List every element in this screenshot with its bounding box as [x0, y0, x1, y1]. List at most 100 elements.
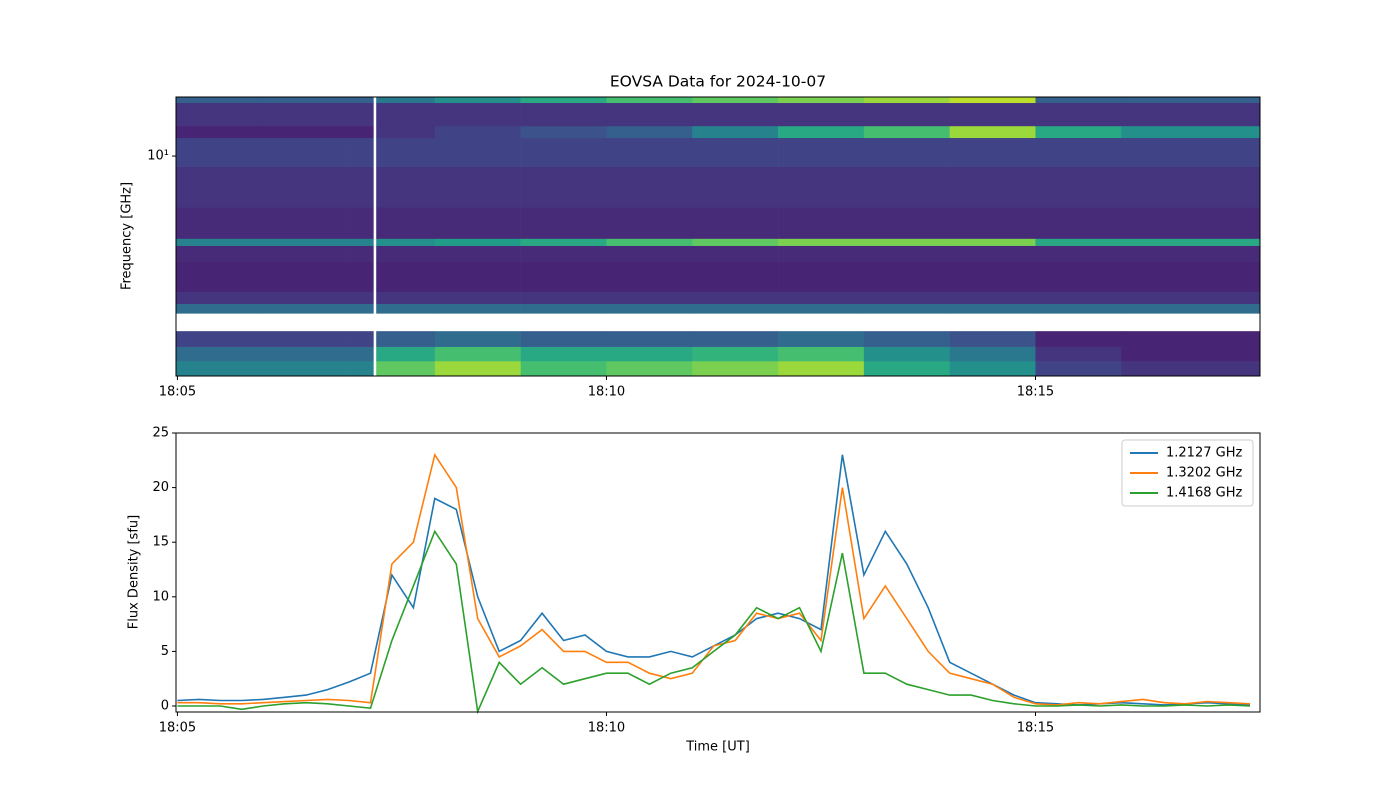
heatmap-cell	[434, 361, 521, 377]
heatmap-cell	[520, 207, 607, 239]
heatmap-cell	[778, 291, 865, 305]
heatmap-cell	[376, 331, 436, 347]
heatmap-cell	[692, 137, 779, 167]
heatmap-cell	[1035, 261, 1122, 292]
heatmap-cell	[949, 346, 1036, 362]
heatmap-cell	[778, 361, 865, 377]
heatmap-cell	[692, 102, 779, 127]
heatmap-cell	[520, 291, 607, 305]
heatmap-cell	[778, 245, 865, 262]
heatmap-cell	[376, 125, 436, 139]
heatmap-cell	[176, 261, 264, 292]
heatmap-cell	[1121, 361, 1261, 377]
data-line	[177, 452, 1251, 706]
x-axis-label: Time [UT]	[685, 740, 750, 755]
legend-box	[1121, 439, 1254, 507]
heatmap-cell	[863, 291, 950, 305]
heatmap-cell	[434, 102, 521, 127]
heatmap-cell	[606, 261, 693, 292]
heatmap-cell	[778, 102, 865, 127]
heatmap-cell	[778, 166, 865, 208]
heatmap-cell	[692, 291, 779, 305]
heatmap-cell	[434, 207, 521, 239]
legend-label: 1.4168 GHz	[1166, 486, 1242, 501]
x-tick-label: 18:05	[159, 721, 196, 736]
heatmap-cell	[176, 245, 264, 262]
heatmap-cell	[863, 207, 950, 239]
legend-label: 1.3202 GHz	[1166, 466, 1242, 481]
heatmap-cell	[1121, 303, 1261, 314]
heatmap-cell	[520, 331, 607, 347]
heatmap-cell	[176, 291, 264, 305]
heatmap-cell	[434, 137, 521, 167]
heatmap-cell	[778, 238, 865, 246]
heatmap-cell	[263, 137, 350, 167]
heatmap-cell	[1035, 291, 1122, 305]
heatmap-cell	[376, 137, 436, 167]
heatmap-cell	[434, 245, 521, 262]
heatmap-cell	[434, 261, 521, 292]
heatmap-cell	[434, 97, 521, 104]
heatmap-cell	[349, 166, 374, 208]
heatmap-cell	[376, 238, 436, 246]
x-tick-label: 18:05	[159, 385, 196, 400]
y-tick-label: 20	[152, 480, 169, 495]
heatmap-cell	[863, 303, 950, 314]
heatmap-cell	[176, 238, 264, 246]
heatmap-cell	[520, 346, 607, 362]
heatmap-cell	[606, 303, 693, 314]
heatmap-cell	[863, 166, 950, 208]
heatmap-cell	[520, 245, 607, 262]
heatmap-cell	[949, 102, 1036, 127]
heatmap-cell	[349, 102, 374, 127]
heatmap-cell	[434, 125, 521, 139]
heatmap-cell	[1035, 137, 1122, 167]
x-tick-label: 18:15	[1017, 721, 1054, 736]
heatmap-cell	[949, 97, 1036, 104]
heatmap-cell	[778, 125, 865, 139]
heatmap-cell	[376, 166, 436, 208]
heatmap-cell	[949, 166, 1036, 208]
heatmap-cell	[863, 261, 950, 292]
heatmap-cell	[863, 245, 950, 262]
heatmap-cell	[863, 361, 950, 377]
heatmap-cell	[606, 331, 693, 347]
heatmap-cell	[176, 207, 264, 239]
heatmap-cell	[692, 261, 779, 292]
heatmap-cell	[349, 291, 374, 305]
heatmap-cell	[778, 346, 865, 362]
x-tick-label: 18:15	[1017, 385, 1054, 400]
heatmap-cell	[434, 291, 521, 305]
heatmap-cell	[176, 361, 264, 377]
heatmap-cell	[1035, 102, 1122, 127]
heatmap-cell	[434, 238, 521, 246]
x-tick-label: 18:10	[588, 385, 625, 400]
heatmap-cell	[1035, 207, 1122, 239]
heatmap-cell	[1035, 97, 1122, 104]
heatmap-cell	[520, 261, 607, 292]
heatmap-cell	[1121, 261, 1261, 292]
heatmap-cell	[176, 97, 264, 104]
heatmap-cell	[778, 331, 865, 347]
heatmap-cell	[1121, 346, 1261, 362]
heatmap-cell	[263, 331, 350, 347]
heatmap-cell	[520, 361, 607, 377]
heatmap-cell	[176, 125, 264, 139]
heatmap-cell	[349, 331, 374, 347]
heatmap-cell	[1121, 102, 1261, 127]
heatmap-cell	[176, 137, 264, 167]
heatmap-cell	[692, 238, 779, 246]
heatmap-cell	[949, 303, 1036, 314]
heatmap-cell	[1035, 238, 1122, 246]
heatmap-cell	[376, 361, 436, 377]
x-tick-label: 18:10	[588, 721, 625, 736]
heatmap-cell	[606, 125, 693, 139]
heatmap-cell	[349, 125, 374, 139]
plot-frame	[175, 96, 1261, 377]
heatmap-cell	[949, 137, 1036, 167]
y-tick-label: 25	[152, 426, 169, 441]
heatmap-cell	[263, 245, 350, 262]
chart-title: EOVSA Data for 2024-10-07	[610, 73, 826, 91]
heatmap-cell	[520, 238, 607, 246]
